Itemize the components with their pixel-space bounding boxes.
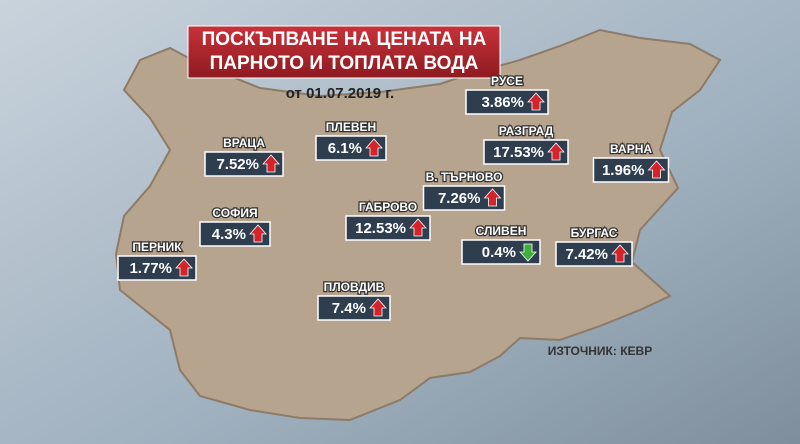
city-name: РАЗГРАД bbox=[499, 124, 554, 138]
trend-arrow bbox=[409, 218, 427, 237]
city-value: 4.3% bbox=[212, 226, 246, 243]
source: ИЗТОЧНИК: КЕВР bbox=[548, 344, 652, 358]
date: от 01.07.2019 г. bbox=[286, 85, 394, 102]
city-value: 3.86% bbox=[481, 94, 524, 111]
city-name: ПЛОВДИВ bbox=[324, 280, 385, 294]
trend-arrow bbox=[483, 188, 502, 207]
city-name: ПЕРНИК bbox=[132, 240, 182, 254]
city-markers: РУСЕ 3.86% ВРАЦА 7.52% ПЛЕВЕН 6.1% РАЗГРАД 17.5… bbox=[117, 73, 670, 321]
trend-arrow bbox=[175, 258, 193, 277]
title-line: ПОСКЪПВАНЕ НА ЦЕНАТА НА bbox=[202, 29, 487, 50]
trend-arrow bbox=[527, 92, 545, 111]
trend-arrow bbox=[365, 138, 383, 157]
title-line: ПАРНОТО И ТОПЛАТА ВОДА bbox=[210, 53, 479, 74]
city-name: В. ТЪРНОВО bbox=[426, 170, 503, 184]
city-value: 17.53% bbox=[493, 144, 544, 161]
trend-arrow bbox=[249, 224, 267, 243]
city-name: СОФИЯ bbox=[212, 206, 257, 220]
city-name: ВАРНА bbox=[610, 142, 652, 156]
city-value: 7.42% bbox=[565, 246, 608, 263]
city-value: 1.96% bbox=[602, 162, 645, 179]
trend-arrow bbox=[262, 154, 280, 173]
trend-arrow bbox=[647, 160, 666, 179]
trend-arrow bbox=[547, 142, 565, 161]
city-name: ПЛЕВЕН bbox=[326, 120, 376, 134]
trend-arrow bbox=[519, 243, 537, 262]
city-value: 1.77% bbox=[129, 260, 172, 277]
city-value: 0.4% bbox=[482, 244, 516, 261]
trend-arrow bbox=[369, 298, 387, 317]
city-value: 6.1% bbox=[328, 140, 362, 157]
city-value: 12.53% bbox=[355, 220, 406, 237]
city-name: РУСЕ bbox=[491, 74, 523, 88]
trend-arrow bbox=[611, 244, 629, 263]
city-value: 7.52% bbox=[216, 156, 259, 173]
city-name: ВРАЦА bbox=[223, 136, 265, 150]
city-name: СЛИВЕН bbox=[476, 224, 527, 238]
city-value: 7.4% bbox=[332, 300, 366, 317]
city-name: БУРГАС bbox=[571, 226, 618, 240]
city-name: ГАБРОВО bbox=[359, 200, 417, 214]
city-value: 7.26% bbox=[438, 190, 481, 207]
title-box bbox=[187, 25, 501, 79]
